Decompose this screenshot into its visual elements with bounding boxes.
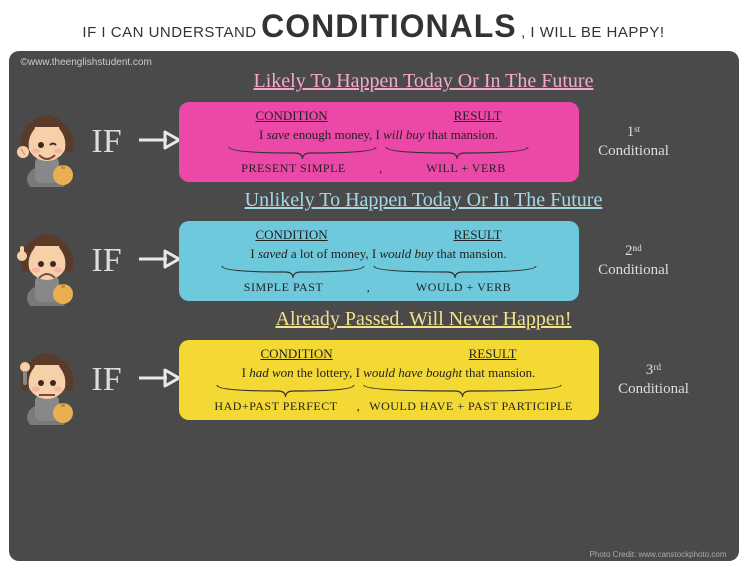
avatar [17,216,77,306]
brace-row [193,264,565,280]
tense-right: WILL + VERB [391,161,541,176]
section-title: Unlikely To Happen Today Or In The Futur… [9,189,739,212]
avatar [17,335,77,425]
tense-row: HAD+PAST PERFECT,WOULD HAVE + PAST PARTI… [193,399,585,414]
tense-left: HAD+PAST PERFECT [204,399,349,414]
arrow-icon [137,128,179,157]
header-suffix: , I WILL BE HAPPY! [521,24,665,41]
main-panel: ©www.theenglishstudent.com Likely To Hap… [9,51,739,561]
box-header-row: CONDITION RESULT [193,108,565,124]
result-header: RESULT [454,108,502,124]
arrow-icon [137,247,179,276]
if-label: IF [77,123,137,161]
example-sentence: I save enough money, I will buy that man… [193,127,565,143]
tense-row: SIMPLE PAST,WOULD + VERB [193,280,565,295]
conditional-label: 3ʳᵈConditional [599,361,699,400]
section-row: IF CONDITION RESULT I had won the lottery,… [9,335,739,425]
section-row: IF CONDITION RESULT I saved a lot of money… [9,216,739,306]
tense-row: PRESENT SIMPLE,WILL + VERB [193,161,565,176]
condition-header: CONDITION [255,227,327,243]
tense-right: WOULD + VERB [379,280,549,295]
condition-header: CONDITION [255,108,327,124]
header-prefix: IF I CAN UNDERSTAND [82,24,256,41]
section-row: IF CONDITION RESULT I save enough money, I… [9,97,739,187]
brace-right [370,264,540,280]
conditional-section: Likely To Happen Today Or In The Future … [9,70,739,187]
brace-row [193,383,585,399]
credit-top: ©www.theenglishstudent.com [9,55,739,68]
tense-right: WOULD HAVE + PAST PARTICIPLE [369,399,574,414]
example-sentence: I saved a lot of money, I would buy that… [193,246,565,262]
conditional-section: Unlikely To Happen Today Or In The Futur… [9,189,739,306]
box-header-row: CONDITION RESULT [193,227,565,243]
result-header: RESULT [454,227,502,243]
box-header-row: CONDITION RESULT [193,346,585,362]
example-sentence: I had won the lottery, I would have boug… [193,365,585,381]
section-title: Already Passed. Will Never Happen! [9,308,739,331]
conditional-section: Already Passed. Will Never Happen! IF CO… [9,308,739,425]
result-header: RESULT [469,346,517,362]
conditional-box: CONDITION RESULT I save enough money, I wi… [179,102,579,182]
tense-comma: , [349,399,369,414]
if-label: IF [77,242,137,280]
tense-comma: , [371,161,391,176]
brace-right [360,383,565,399]
tense-left: PRESENT SIMPLE [216,161,371,176]
page-header: IF I CAN UNDERSTAND CONDITIONALS , I WIL… [0,0,747,51]
conditional-box: CONDITION RESULT I saved a lot of money, I… [179,221,579,301]
condition-header: CONDITION [260,346,332,362]
brace-row [193,145,565,161]
brace-left [213,383,358,399]
section-title: Likely To Happen Today Or In The Future [9,70,739,93]
brace-right [382,145,532,161]
if-label: IF [77,361,137,399]
conditional-label: 1ˢᵗConditional [579,123,679,162]
conditional-label: 2ⁿᵈConditional [579,242,679,281]
tense-left: SIMPLE PAST [209,280,359,295]
credit-bottom: Photo Credit: www.canstockphoto.com [590,550,727,559]
arrow-icon [137,366,179,395]
brace-left [218,264,368,280]
tense-comma: , [359,280,379,295]
avatar [17,97,77,187]
header-main: CONDITIONALS [261,8,517,44]
brace-left [225,145,380,161]
conditional-box: CONDITION RESULT I had won the lottery, I … [179,340,599,420]
